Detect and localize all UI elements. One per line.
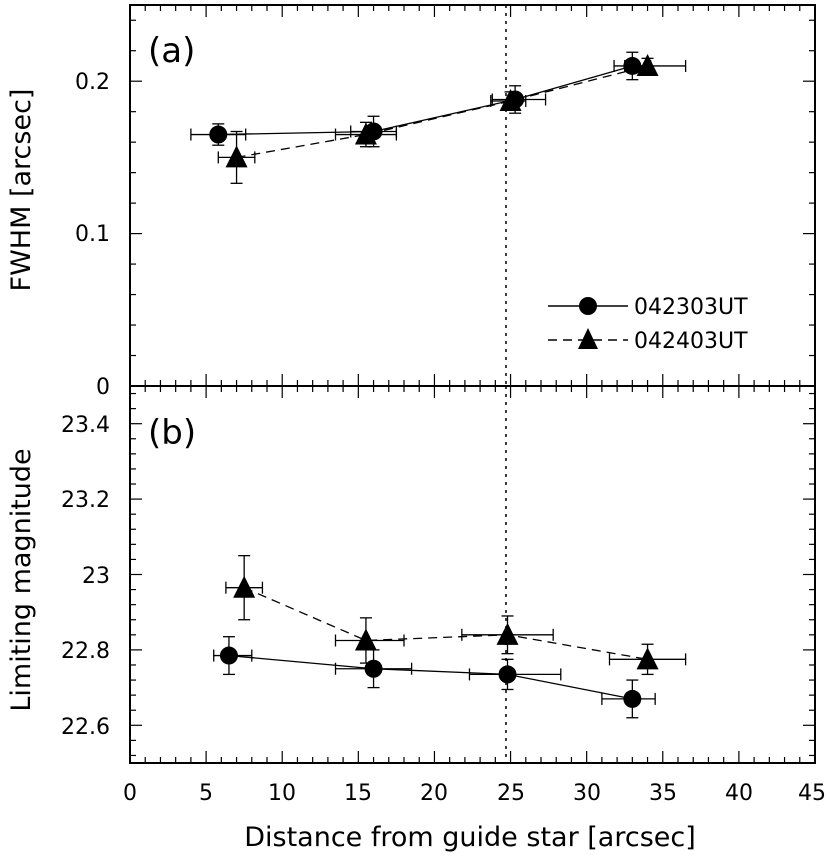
panel-b-042403-series-line (243, 587, 648, 660)
panel-b-label: (b) (148, 413, 196, 453)
panel-a-triangle-point (499, 89, 522, 112)
panel-a-circle-point (209, 125, 228, 144)
panel-b-ytick-label: 22.6 (61, 715, 110, 740)
xtick-label: 35 (649, 781, 677, 806)
panel-a-circle-point (623, 56, 642, 75)
panel-b-circle-point (623, 689, 642, 708)
legend: 042303UT 042403UT (548, 295, 748, 354)
panel-b-ytick-label: 22.8 (61, 639, 110, 664)
legend-circle-marker (579, 297, 597, 315)
xtick-label: 25 (497, 781, 525, 806)
xtick-label: 5 (199, 781, 213, 806)
xtick-label: 10 (268, 781, 296, 806)
legend-label: 042303UT (634, 295, 748, 320)
xtick-label: 0 (123, 781, 137, 806)
xtick-label: 45 (798, 781, 826, 806)
panel-a-y-axis-title: FWHM [arcsec] (6, 89, 37, 292)
panel-b-ytick-label: 23.2 (61, 488, 110, 513)
panel-b-y-axis-title: Limiting magnitude (6, 448, 37, 711)
panel-b-ytick-label: 23.4 (61, 413, 110, 438)
x-axis-title: Distance from guide star [arcsec] (244, 822, 696, 853)
legend-label: 042403UT (634, 329, 748, 354)
panel-a-triangle-point (225, 145, 248, 168)
panel-b-circle-point (498, 665, 517, 684)
panel-b-triangle-point (496, 622, 519, 645)
panel-a-label: (a) (148, 31, 195, 71)
panel-a-triangle-point (354, 122, 377, 145)
legend-triangle-marker (578, 328, 598, 349)
panel-a-ytick-label: 0 (96, 375, 110, 400)
panel-a-ytick-label: 0.1 (75, 222, 110, 247)
panel-a-triangle-point (636, 53, 659, 76)
xtick-label: 20 (420, 781, 448, 806)
panel-b-circle-point (219, 646, 238, 665)
xtick-label: 15 (344, 781, 372, 806)
panel-b-circle-point (364, 659, 383, 678)
panel-a-042303-series-line (218, 65, 633, 136)
panel-b-triangle-point (233, 575, 256, 598)
panel-b-042303-series-line (228, 654, 633, 700)
panel-b-ytick-label: 23 (82, 564, 110, 589)
panel-b-triangle-point (636, 647, 659, 670)
panel-a-ytick-label: 0.2 (75, 70, 110, 95)
xtick-label: 30 (573, 781, 601, 806)
xtick-label: 40 (725, 781, 753, 806)
panel-a-042403-series-line (236, 65, 648, 159)
panel-b-triangle-point (354, 628, 377, 651)
